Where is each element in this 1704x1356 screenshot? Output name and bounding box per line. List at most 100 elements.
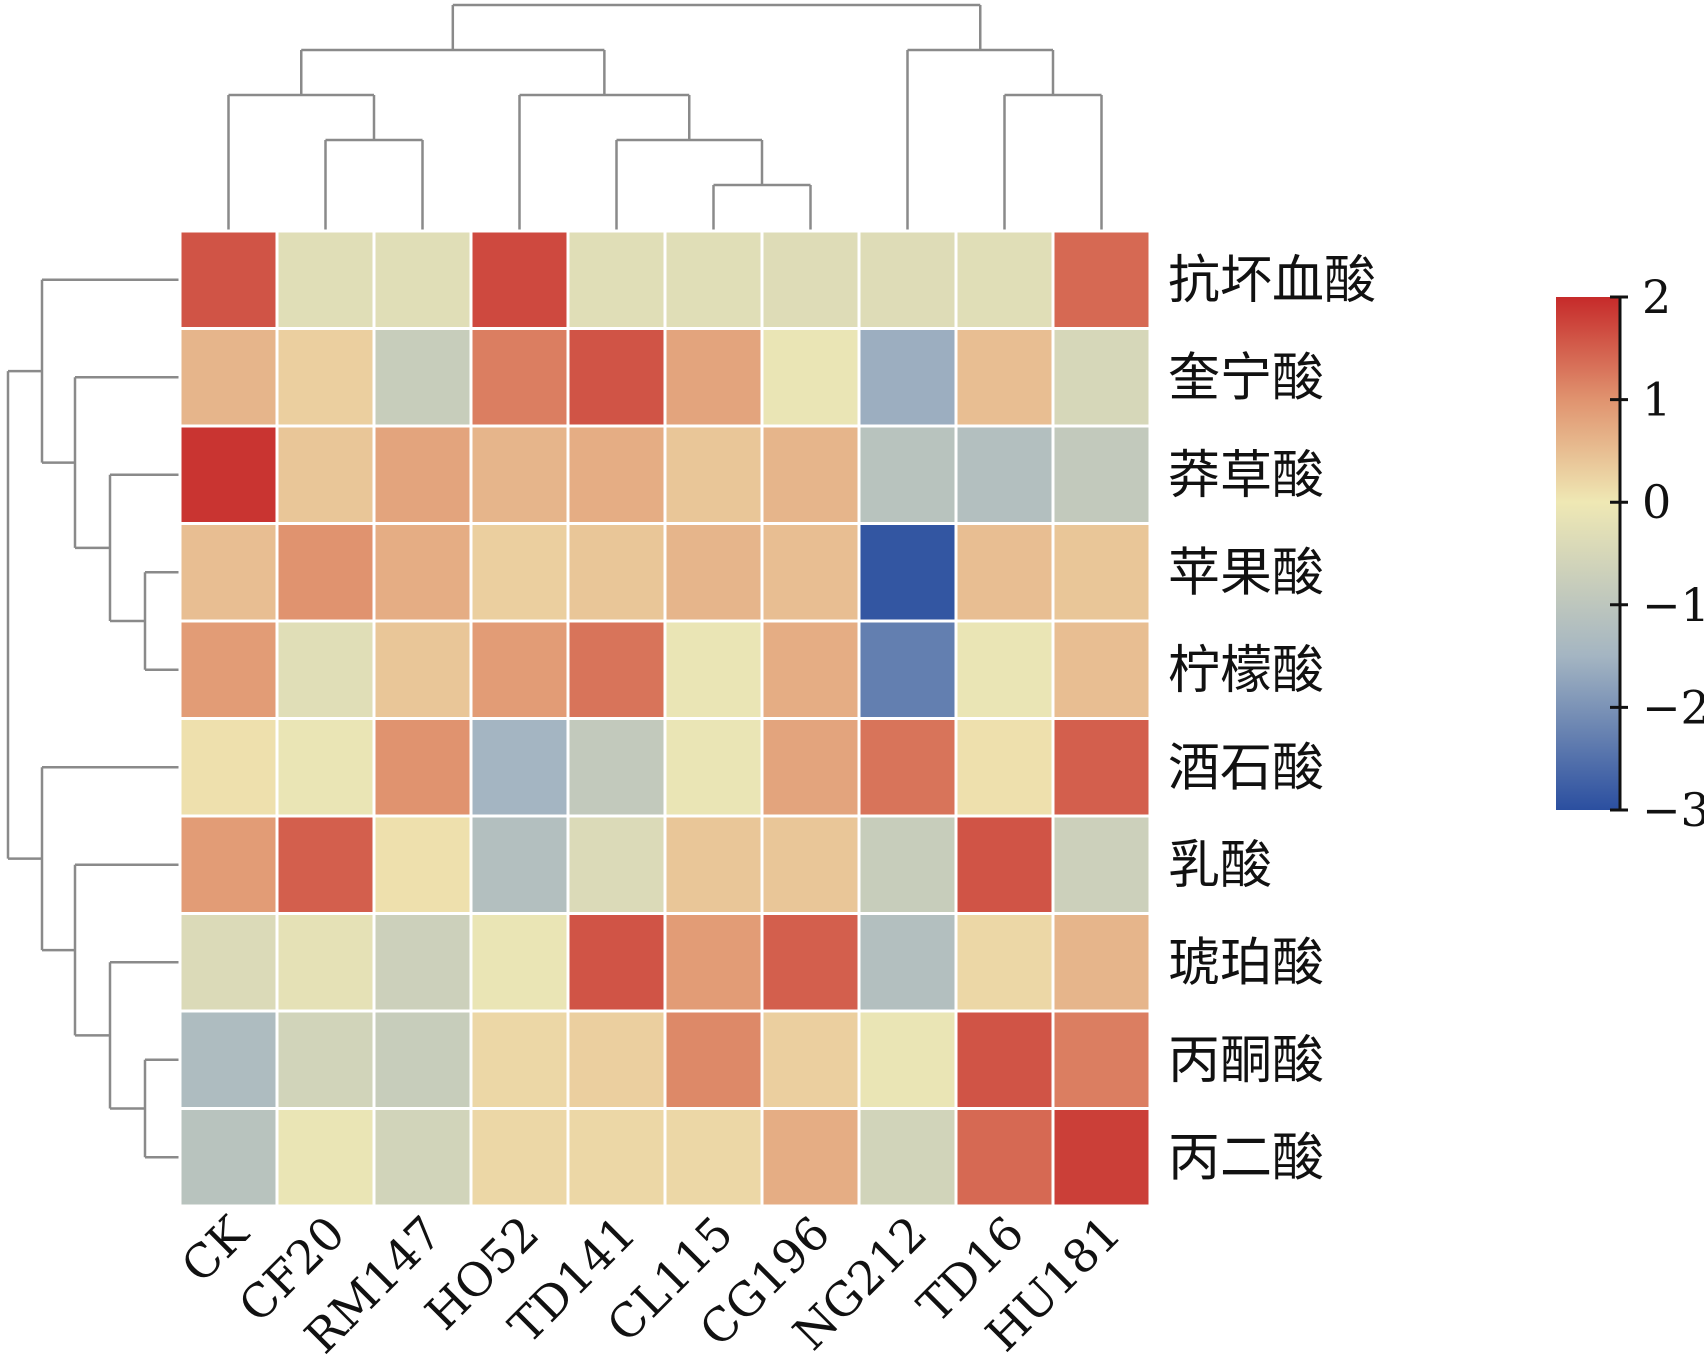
column-dendrogram — [227, 3, 1103, 231]
heatmap-cell-3-0 — [178, 522, 279, 623]
heatmap-cell-2-6 — [760, 424, 861, 525]
heatmap-cell-2-4 — [566, 424, 667, 525]
heatmap-cell-1-4 — [566, 327, 667, 428]
row-label: 奎宁酸 — [1168, 348, 1324, 408]
column-labels: CKCF20RM147HO52TD141CL115CG196NG212TD16H… — [171, 1204, 1131, 1356]
heatmap-cell-4-7 — [857, 619, 958, 720]
heatmap-cell-2-0 — [178, 424, 279, 525]
heatmap-cell-4-8 — [954, 619, 1055, 720]
heatmap-cell-2-9 — [1051, 424, 1152, 525]
colorbar-tick-label: 1 — [1642, 373, 1671, 427]
heatmap-cell-8-6 — [760, 1009, 861, 1110]
heatmap-cell-0-4 — [566, 229, 667, 330]
heatmap-cell-2-3 — [469, 424, 570, 525]
heatmap-cell-1-2 — [372, 327, 473, 428]
heatmap-cell-5-4 — [566, 717, 667, 818]
heatmap-cell-5-2 — [372, 717, 473, 818]
heatmap-cell-8-3 — [469, 1009, 570, 1110]
heatmap-cell-5-8 — [954, 717, 1055, 818]
heatmap-cell-7-2 — [372, 912, 473, 1013]
heatmap-cell-5-1 — [275, 717, 376, 818]
row-label: 柠檬酸 — [1168, 641, 1324, 701]
heatmap-cell-8-7 — [857, 1009, 958, 1110]
row-label: 苹果酸 — [1168, 543, 1324, 603]
heatmap-cell-0-1 — [275, 229, 376, 330]
heatmap-cell-0-7 — [857, 229, 958, 330]
heatmap-cell-4-9 — [1051, 619, 1152, 720]
heatmap-cell-7-0 — [178, 912, 279, 1013]
heatmap-cell-3-9 — [1051, 522, 1152, 623]
colorbar-tick-label: −1 — [1642, 578, 1704, 632]
heatmap-cell-6-6 — [760, 814, 861, 915]
heatmap-cell-7-9 — [1051, 912, 1152, 1013]
heatmap-cell-6-0 — [178, 814, 279, 915]
heatmap-cell-9-0 — [178, 1107, 279, 1208]
heatmap-cell-9-2 — [372, 1107, 473, 1208]
heatmap-cell-9-8 — [954, 1107, 1055, 1208]
heatmap-cell-4-4 — [566, 619, 667, 720]
heatmap-cell-3-7 — [857, 522, 958, 623]
heatmap-cell-5-5 — [663, 717, 764, 818]
colorbar-tick-label: 0 — [1642, 475, 1671, 529]
heatmap-cell-8-4 — [566, 1009, 667, 1110]
heatmap-cell-1-9 — [1051, 327, 1152, 428]
heatmap-cell-2-5 — [663, 424, 764, 525]
heatmap-cell-9-3 — [469, 1107, 570, 1208]
row-label: 丙二酸 — [1168, 1128, 1324, 1188]
heatmap-cell-6-1 — [275, 814, 376, 915]
heatmap-cell-3-6 — [760, 522, 861, 623]
heatmap-cell-4-1 — [275, 619, 376, 720]
heatmap-cell-8-0 — [178, 1009, 279, 1110]
heatmap-cell-6-8 — [954, 814, 1055, 915]
heatmap-cell-6-4 — [566, 814, 667, 915]
heatmap-cell-1-8 — [954, 327, 1055, 428]
colorbar-tick-label: −2 — [1642, 680, 1704, 734]
heatmap-cell-6-3 — [469, 814, 570, 915]
heatmap-cell-9-1 — [275, 1107, 376, 1208]
heatmap-cell-7-3 — [469, 912, 570, 1013]
heatmap-cell-2-1 — [275, 424, 376, 525]
heatmap-cell-8-8 — [954, 1009, 1055, 1110]
heatmap-cell-1-5 — [663, 327, 764, 428]
row-label: 酒石酸 — [1168, 738, 1324, 798]
heatmap-cell-8-2 — [372, 1009, 473, 1110]
heatmap-cell-7-6 — [760, 912, 861, 1013]
heatmap-cell-5-0 — [178, 717, 279, 818]
heatmap-cell-4-0 — [178, 619, 279, 720]
heatmap-cell-7-5 — [663, 912, 764, 1013]
heatmap-cell-3-5 — [663, 522, 764, 623]
heatmap-cell-5-3 — [469, 717, 570, 818]
heatmap-cell-0-5 — [663, 229, 764, 330]
heatmap-cell-3-8 — [954, 522, 1055, 623]
heatmap-cell-1-0 — [178, 327, 279, 428]
heatmap-cell-0-0 — [178, 229, 279, 330]
heatmap-cell-4-2 — [372, 619, 473, 720]
row-label: 琥珀酸 — [1168, 933, 1324, 993]
heatmap-cell-3-3 — [469, 522, 570, 623]
heatmap-cell-7-7 — [857, 912, 958, 1013]
row-label: 乳酸 — [1168, 836, 1272, 896]
colorbar-tick-label: 2 — [1642, 270, 1671, 324]
heatmap-cell-4-6 — [760, 619, 861, 720]
heatmap-cell-1-1 — [275, 327, 376, 428]
heatmap-cell-1-6 — [760, 327, 861, 428]
heatmap-cell-9-6 — [760, 1107, 861, 1208]
row-label: 丙酮酸 — [1168, 1031, 1324, 1091]
heatmap-cell-8-9 — [1051, 1009, 1152, 1110]
heatmap-cell-6-9 — [1051, 814, 1152, 915]
colorbar: 2 1 0 −1 −2 −3 — [1556, 270, 1704, 837]
heatmap-cell-7-8 — [954, 912, 1055, 1013]
heatmap-cell-0-3 — [469, 229, 570, 330]
heatmap-cell-2-7 — [857, 424, 958, 525]
heatmap-cell-4-3 — [469, 619, 570, 720]
heatmap-cell-7-1 — [275, 912, 376, 1013]
heatmap-cell-0-8 — [954, 229, 1055, 330]
heatmap-cell-2-8 — [954, 424, 1055, 525]
heatmap-cell-6-2 — [372, 814, 473, 915]
heatmap-cell-9-5 — [663, 1107, 764, 1208]
heatmap-cell-2-2 — [372, 424, 473, 525]
colorbar-gradient — [1556, 297, 1620, 810]
heatmap-cell-5-9 — [1051, 717, 1152, 818]
heatmap-cell-0-6 — [760, 229, 861, 330]
